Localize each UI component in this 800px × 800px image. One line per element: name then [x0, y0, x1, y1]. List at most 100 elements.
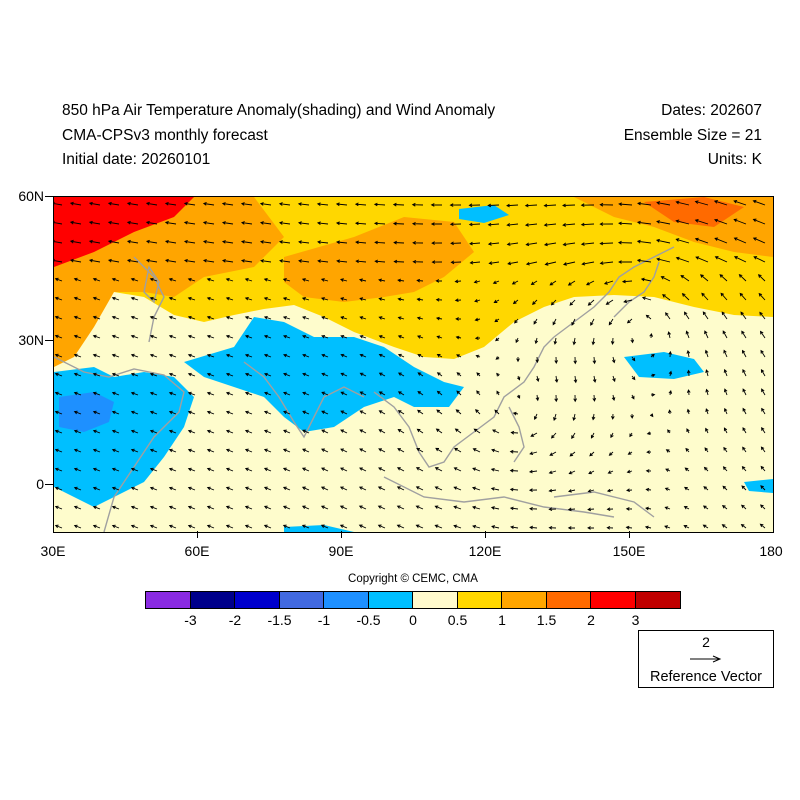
- wind-vector-arrow: [739, 292, 747, 301]
- wind-vector-arrow: [631, 356, 636, 362]
- wind-vector-arrow: [665, 312, 671, 320]
- wind-vector-arrow: [430, 203, 443, 207]
- coastline-southeast-asia: [373, 336, 555, 468]
- wind-vector-arrow: [434, 524, 443, 529]
- wind-vector-arrow: [168, 391, 177, 396]
- wind-vector-arrow: [761, 388, 766, 396]
- wind-vector-arrow: [473, 279, 481, 284]
- wind-vector-arrow: [469, 260, 481, 265]
- wind-vector-arrow: [532, 299, 538, 305]
- coastlines: [54, 246, 675, 532]
- wind-vector-arrow: [683, 525, 690, 529]
- wind-vector-arrow: [733, 256, 747, 263]
- wind-vector-arrow: [695, 256, 709, 263]
- wind-vector-arrow: [321, 391, 329, 396]
- wind-vector-arrow: [571, 318, 576, 326]
- wind-vector-arrow: [244, 296, 253, 301]
- wind-vector-arrow: [703, 466, 709, 472]
- wind-vector-arrow: [630, 337, 635, 344]
- wind-vector-arrow: [740, 504, 747, 510]
- wind-vector-arrow: [723, 427, 728, 434]
- wind-vector-arrow: [225, 505, 234, 510]
- anomaly-region-cool-south: [284, 525, 354, 532]
- wind-vector-arrow: [359, 334, 367, 339]
- wind-vector-arrow: [321, 316, 329, 320]
- wind-vector-arrow: [302, 410, 310, 415]
- wind-vector-arrow: [358, 278, 367, 282]
- wind-vector-arrow: [629, 432, 633, 438]
- wind-vector-arrow: [599, 222, 614, 226]
- wind-vector-arrow: [206, 334, 215, 339]
- wind-vector-arrow: [221, 221, 234, 225]
- wind-vector-arrow: [683, 506, 690, 510]
- wind-vector-arrow: [378, 448, 386, 453]
- wind-vector-arrow: [415, 486, 424, 491]
- wind-vector-arrow: [339, 278, 348, 282]
- wind-vector-arrow: [675, 200, 690, 206]
- wind-vector-arrow: [623, 299, 633, 304]
- wind-vector-arrow: [702, 524, 709, 529]
- wind-vector-arrow: [244, 315, 253, 320]
- wind-vector-arrow: [636, 239, 652, 244]
- wind-vector-arrow: [506, 223, 519, 227]
- wind-vector-arrow: [636, 220, 652, 225]
- wind-vector-arrow: [298, 259, 310, 263]
- wind-vector-arrow: [54, 524, 63, 529]
- wind-vector-arrow: [320, 297, 329, 301]
- wind-vector-arrow: [378, 353, 386, 358]
- wind-vector-arrow: [355, 259, 367, 264]
- units-label: Units: K: [707, 151, 762, 168]
- wind-vector-arrow: [263, 448, 272, 453]
- wind-vector-arrow: [373, 202, 386, 207]
- wind-vector-arrow: [339, 486, 348, 491]
- wind-vector-arrow: [240, 259, 253, 263]
- wind-vector-arrow: [610, 432, 614, 439]
- wind-vector-arrow: [359, 448, 367, 453]
- wind-vector-arrow: [686, 350, 691, 358]
- wind-vector-arrow: [704, 349, 709, 358]
- wind-vector-arrow: [507, 261, 519, 266]
- wind-vector-arrow: [453, 486, 462, 491]
- wind-vector-arrow: [694, 237, 709, 244]
- wind-vector-arrow: [320, 505, 329, 510]
- wind-vector-arrow: [580, 203, 595, 207]
- colorbar-label: -1.5: [267, 612, 292, 628]
- wind-vector-arrow: [283, 429, 291, 434]
- wind-vector-arrow: [495, 337, 500, 342]
- wind-vector-arrow: [393, 259, 405, 264]
- wind-vector-arrow: [340, 410, 348, 415]
- wind-vector-arrow: [585, 280, 595, 286]
- wind-vector-arrow: [562, 203, 576, 208]
- wind-vector-arrow: [111, 524, 120, 529]
- wind-vector-arrow: [111, 353, 120, 358]
- wind-vector-arrow: [149, 391, 158, 396]
- wind-vector-arrow: [662, 294, 671, 301]
- wind-vector-arrow: [472, 505, 481, 510]
- wind-vector-arrow: [476, 372, 481, 377]
- wind-vector-arrow: [567, 489, 576, 493]
- wind-vector-arrow: [528, 469, 538, 474]
- wind-vector-arrow: [668, 370, 673, 377]
- wind-vector-arrow: [73, 448, 82, 453]
- wind-vector-arrow: [416, 428, 424, 434]
- wind-vector-arrow: [187, 353, 196, 358]
- wind-vector-arrow: [54, 467, 63, 472]
- wind-vector-arrow: [637, 201, 652, 206]
- wind-vector-arrow: [567, 507, 576, 512]
- wind-vector-arrow: [149, 524, 158, 529]
- wind-vector-arrow: [168, 334, 177, 339]
- wind-vector-arrow: [92, 334, 101, 339]
- wind-vector-arrow: [202, 239, 215, 244]
- wind-vector-arrow: [573, 375, 578, 384]
- wind-vector-arrow: [126, 239, 139, 244]
- wind-vector-arrow: [130, 372, 139, 377]
- wind-vector-arrow: [107, 201, 120, 206]
- wind-vector-arrow: [506, 203, 519, 208]
- wind-vector-arrow: [562, 242, 576, 247]
- wind-vector-arrow: [397, 448, 405, 453]
- wind-vector-arrow: [514, 318, 519, 324]
- wind-vector-arrow: [282, 524, 291, 529]
- lon-tickmark: [629, 531, 630, 538]
- wind-vector-arrow: [415, 467, 424, 472]
- wind-vector-arrow: [92, 353, 101, 358]
